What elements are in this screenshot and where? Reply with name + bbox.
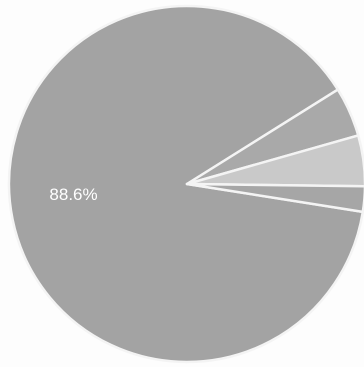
pie-slice-4 [185,182,364,214]
pie-slices [7,4,364,364]
pie-slice-1-label: 88.6% [49,185,97,204]
pie-slice-3 [185,134,364,188]
pie-labels: 88.6% [49,185,97,204]
